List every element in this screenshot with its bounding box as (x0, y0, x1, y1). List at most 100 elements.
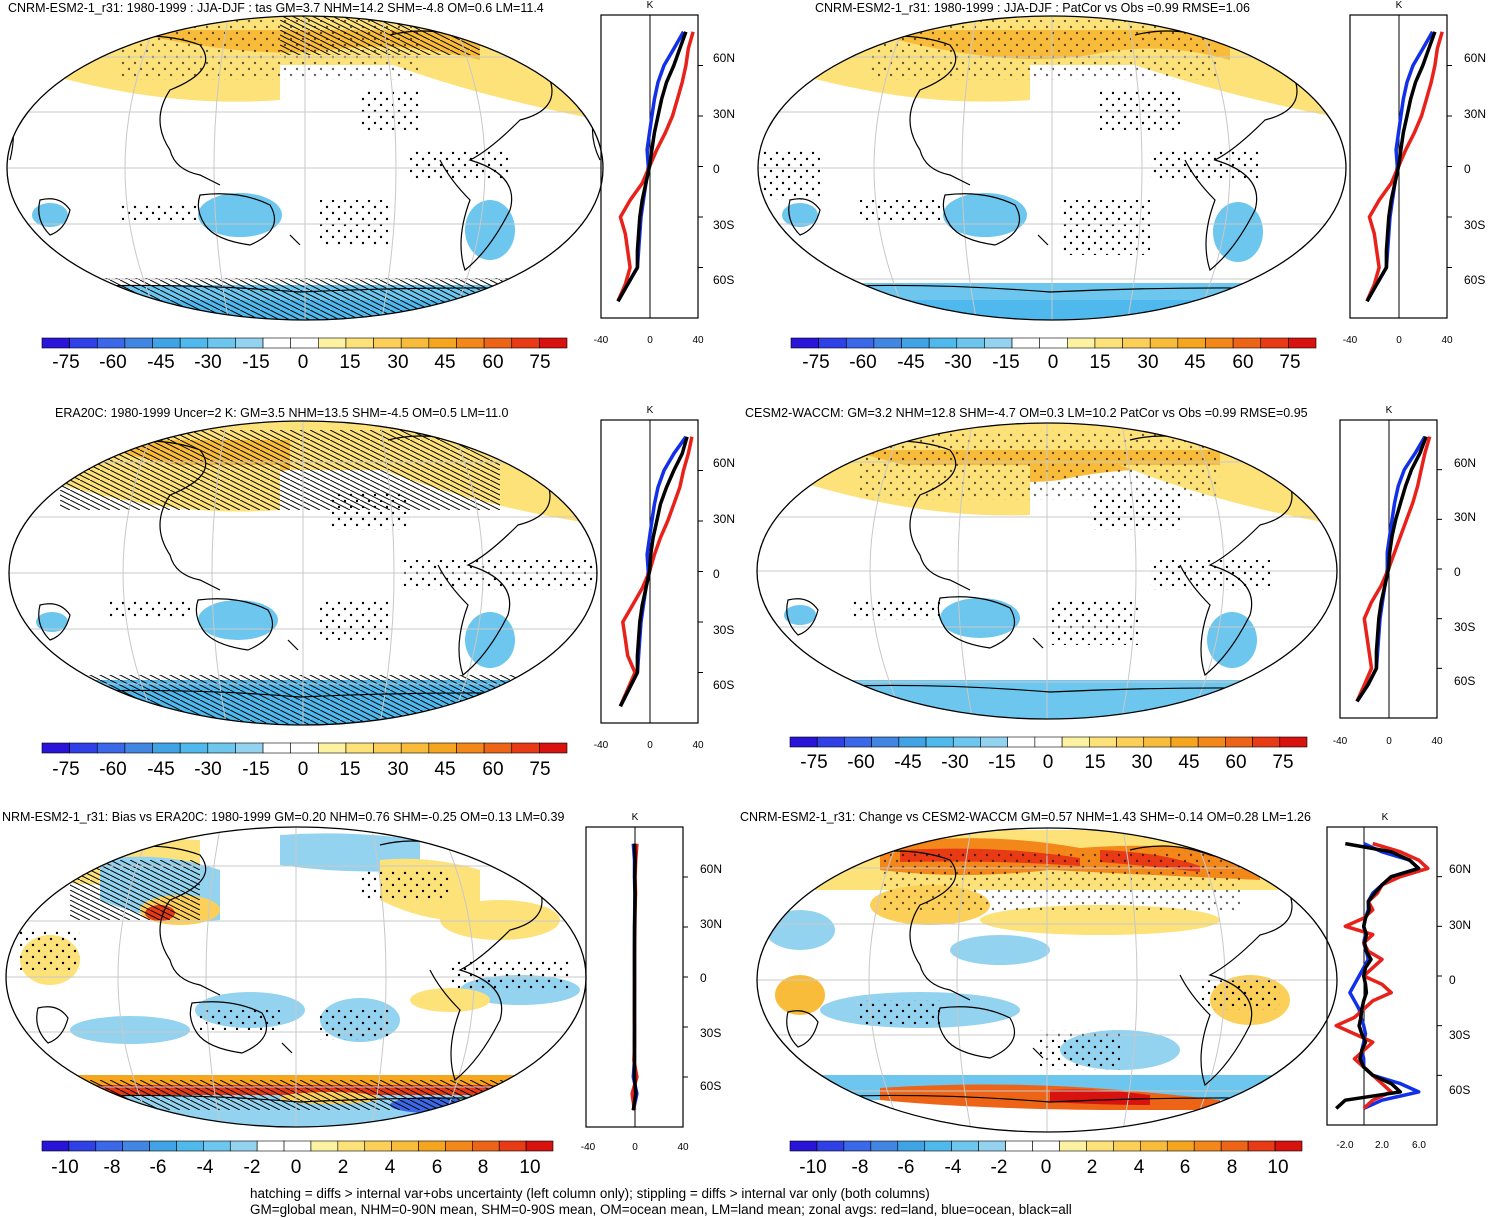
colorbar-label: 15 (1084, 752, 1105, 773)
lat-label: 30N (1449, 918, 1471, 932)
panel-6: CNRM-ESM2-1_r31: Change vs CESM2-WACCM G… (740, 810, 1471, 1178)
colorbar-box (1194, 1141, 1221, 1151)
world-map (750, 410, 1360, 740)
lat-label: 60N (700, 862, 722, 876)
zonal-unit: K (1382, 812, 1389, 823)
zonal-line-land (1367, 32, 1442, 301)
colorbar-label: 15 (339, 759, 360, 780)
colorbar-box (180, 743, 208, 753)
figure: CNRM-ESM2-1_r31: 1980-1999 : JJA-DJF : t… (0, 0, 1493, 1217)
zonal-ticks (1437, 470, 1442, 669)
colorbar-box (898, 1141, 925, 1151)
colorbar-box (790, 1141, 817, 1151)
colorbar-box (125, 338, 153, 348)
lat-label: 60N (1454, 456, 1476, 470)
zonal-plot: K -40 0 40 60N 30N 0 30S 60S (581, 812, 722, 1153)
colorbar-box (499, 1141, 526, 1151)
zonal-unit: K (632, 812, 639, 823)
lat-label: 0 (713, 567, 720, 581)
colorbar-label: 75 (1272, 752, 1293, 773)
colorbar-label: -75 (802, 352, 829, 373)
lat-label: 0 (1454, 565, 1461, 579)
colorbar-box (419, 1141, 446, 1151)
colorbar-box (1178, 338, 1206, 348)
colorbar-box (125, 743, 153, 753)
zonal-xtick: 0 (647, 335, 653, 346)
colorbar-box (953, 737, 980, 747)
lat-label: 30N (1464, 107, 1486, 121)
colorbar-box (1086, 1141, 1113, 1151)
colorbar-box (790, 737, 817, 747)
colorbar-label: -45 (147, 352, 174, 373)
colorbar-boxes (791, 338, 1316, 348)
colorbar-box (817, 737, 844, 747)
colorbar: -10 -8 -6 -4 -2 0 2 4 6 8 10 (42, 1141, 553, 1178)
lat-label: 60N (1464, 51, 1486, 65)
colorbar-box (902, 338, 930, 348)
colorbar-label: 15 (339, 352, 360, 373)
zonal-xtick: -2.0 (1336, 1140, 1354, 1151)
colorbar-box (180, 338, 208, 348)
colorbar-label: 4 (385, 1157, 396, 1178)
colorbar-label: -60 (847, 752, 874, 773)
colorbar-box (69, 1141, 96, 1151)
colorbar-box (346, 338, 374, 348)
lat-label: 0 (1449, 973, 1456, 987)
colorbar-box (512, 338, 540, 348)
colorbar-box (153, 743, 181, 753)
colorbar-box (1040, 338, 1068, 348)
colorbar-boxes (42, 1141, 553, 1151)
colorbar-box (817, 1141, 844, 1151)
colorbar-box (153, 338, 181, 348)
colorbar-label: -6 (150, 1157, 167, 1178)
colorbar-label: 60 (482, 759, 503, 780)
world-map (0, 820, 600, 1140)
colorbar-label: -30 (944, 352, 971, 373)
zonal-plot: K -40 0 40 60N 30N 0 30S 60S (594, 405, 735, 751)
colorbar-box (871, 1141, 898, 1151)
colorbar-box (1150, 338, 1178, 348)
colorbar-label: 6 (432, 1157, 443, 1178)
colorbar-box (291, 338, 319, 348)
colorbar-box (203, 1141, 230, 1151)
colorbar-box (70, 338, 98, 348)
colorbar-label: 45 (434, 759, 455, 780)
zonal-xtick: 40 (1431, 736, 1443, 747)
colorbar-box (123, 1141, 150, 1151)
lat-label: 30S (713, 623, 734, 637)
colorbar-box (1275, 1141, 1302, 1151)
world-map (750, 820, 1360, 1150)
colorbar-label: 10 (519, 1157, 540, 1178)
colorbar-box (257, 1141, 284, 1151)
colorbar-label: -15 (242, 352, 269, 373)
colorbar-label: 75 (529, 352, 550, 373)
colorbar-box (208, 338, 236, 348)
colorbar-boxes (42, 743, 567, 753)
zonal-line-ocean (1357, 437, 1425, 702)
colorbar-label: 8 (478, 1157, 489, 1178)
zonal-unit: K (1396, 0, 1403, 11)
colorbar-label: -8 (852, 1157, 869, 1178)
zonal-xtick: -40 (581, 1142, 596, 1153)
colorbar-box (1062, 737, 1089, 747)
colorbar-boxes (42, 338, 567, 348)
colorbar-box (429, 338, 457, 348)
colorbar-box (338, 1141, 365, 1151)
zonal-line-land (618, 32, 693, 301)
colorbar-label: 2 (338, 1157, 349, 1178)
colorbar-box (150, 1141, 177, 1151)
lat-label: 30N (713, 107, 735, 121)
colorbar: -75 -60 -45 -30 -15 0 15 30 45 60 75 (42, 338, 567, 373)
colorbar-box (929, 338, 957, 348)
colorbar-label: 2 (1087, 1157, 1098, 1178)
colorbar-label: -45 (894, 752, 921, 773)
panel-2: CNRM-ESM2-1_r31: 1980-1999 : JJA-DJF : P… (750, 0, 1486, 373)
panel-title: CESM2-WACCM: GM=3.2 NHM=12.8 SHM=-4.7 OM… (745, 406, 1308, 420)
zonal-line-land (1357, 437, 1430, 702)
zonal-xtick: 0 (647, 740, 653, 751)
zonal-xtick: 6.0 (1412, 1140, 1426, 1151)
colorbar-label: 0 (1048, 352, 1059, 373)
colorbar-label: 45 (1178, 752, 1199, 773)
lat-label: 60S (700, 1079, 721, 1093)
colorbar-label: 30 (1137, 352, 1158, 373)
